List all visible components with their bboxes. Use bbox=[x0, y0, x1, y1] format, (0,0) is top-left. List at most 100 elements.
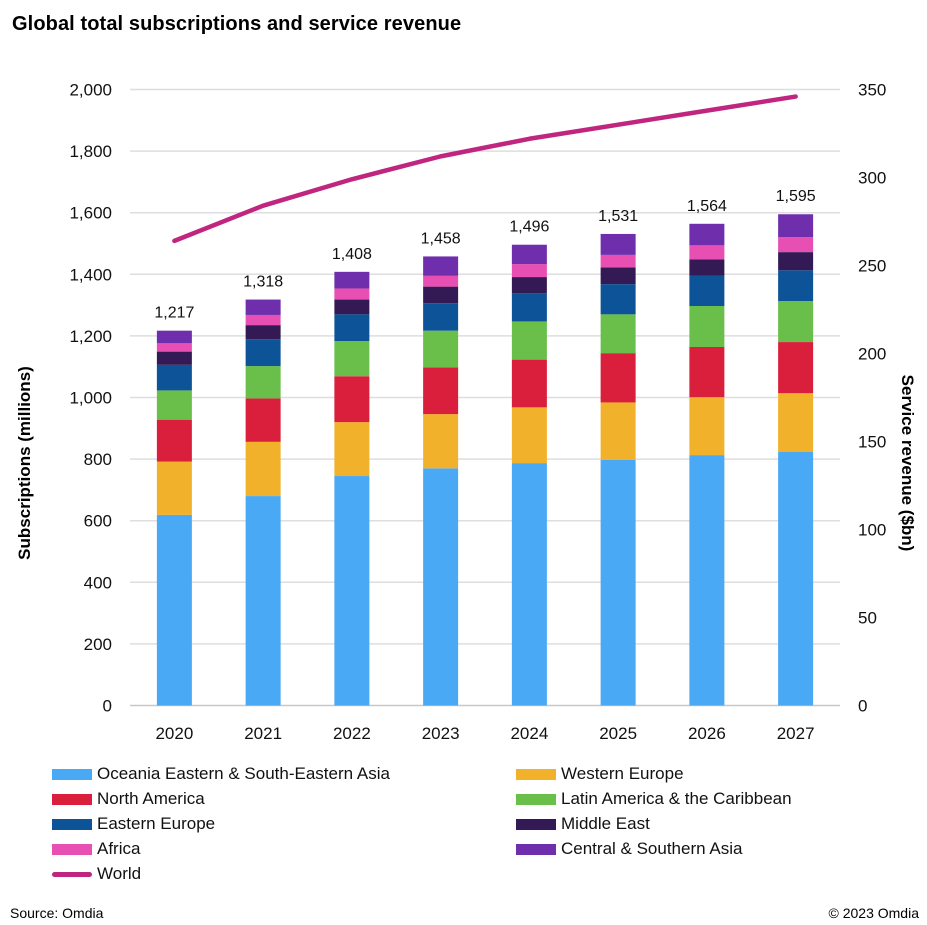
total-label: 1,217 bbox=[154, 305, 194, 322]
total-label: 1,531 bbox=[598, 208, 638, 225]
bar-segment bbox=[245, 398, 281, 442]
y-tick-left: 1,800 bbox=[69, 142, 112, 161]
y-tick-left: 1,400 bbox=[69, 265, 112, 284]
bar-segment bbox=[334, 476, 370, 706]
bar-segment bbox=[423, 256, 459, 276]
total-label: 1,496 bbox=[509, 219, 549, 236]
legend-swatch bbox=[516, 843, 556, 855]
y-tick-right: 250 bbox=[858, 257, 886, 276]
bar-stack-2021 bbox=[245, 299, 281, 706]
legend-label: Central & Southern Asia bbox=[561, 839, 743, 858]
legend-item: Africa bbox=[52, 839, 140, 859]
bar-segment bbox=[156, 390, 192, 420]
bar-segment bbox=[778, 237, 814, 253]
y-tick-right: 150 bbox=[858, 433, 886, 452]
bar-segment bbox=[334, 341, 370, 377]
bar-segment bbox=[778, 301, 814, 343]
legend-swatch bbox=[52, 793, 92, 805]
legend-item: Oceania Eastern & South-Eastern Asia bbox=[52, 764, 390, 784]
bar-segment bbox=[600, 254, 636, 268]
total-label: 1,595 bbox=[776, 188, 816, 205]
y-tick-left: 200 bbox=[84, 635, 112, 654]
legend-swatch bbox=[52, 768, 92, 780]
legend-item: Central & Southern Asia bbox=[516, 839, 742, 859]
y-tick-left: 600 bbox=[84, 512, 112, 531]
bar-segment bbox=[156, 351, 192, 365]
y-tick-left: 1,600 bbox=[69, 204, 112, 223]
bar-segment bbox=[334, 271, 370, 289]
legend-label: Middle East bbox=[561, 814, 650, 833]
bar-segment bbox=[156, 364, 192, 391]
total-label: 1,564 bbox=[687, 198, 727, 215]
x-tick: 2023 bbox=[422, 724, 460, 743]
legend-label: North America bbox=[97, 789, 205, 808]
bar-segment bbox=[245, 441, 281, 497]
bar-segment bbox=[423, 303, 459, 331]
bar-segment bbox=[511, 321, 547, 360]
y-tick-right: 200 bbox=[858, 345, 886, 364]
bar-segment bbox=[778, 393, 814, 453]
legend-item: North America bbox=[52, 789, 205, 809]
y-axis-left-title: Subscriptions (millions) bbox=[15, 366, 34, 560]
bar-stack-2023 bbox=[423, 256, 459, 706]
legend: Oceania Eastern & South-Eastern Asia West… bbox=[0, 760, 927, 890]
world-line-series bbox=[172, 94, 798, 244]
bar-segment bbox=[245, 314, 281, 326]
bar-segment bbox=[600, 284, 636, 315]
bar-segment bbox=[689, 397, 725, 456]
legend-swatch bbox=[52, 871, 92, 877]
bar-segment bbox=[423, 414, 459, 469]
bar-stack-2020 bbox=[156, 330, 192, 706]
chart-title: Global total subscriptions and service r… bbox=[12, 13, 462, 35]
total-label: 1,458 bbox=[421, 230, 461, 247]
bar-segment bbox=[423, 367, 459, 415]
legend-item: Middle East bbox=[516, 814, 650, 834]
y-tick-left: 400 bbox=[84, 573, 112, 592]
gridlines bbox=[130, 88, 840, 707]
bar-segment bbox=[156, 343, 192, 352]
legend-item: Western Europe bbox=[516, 764, 684, 784]
bar-segment bbox=[334, 288, 370, 300]
bar-segment bbox=[334, 422, 370, 477]
bar-segment bbox=[156, 514, 192, 706]
y-tick-left: 1,200 bbox=[69, 327, 112, 346]
bar-segment bbox=[778, 342, 814, 394]
bar-segment bbox=[511, 264, 547, 278]
bar-segment bbox=[511, 407, 547, 464]
bar-segment bbox=[600, 353, 636, 403]
bar-segment bbox=[689, 245, 725, 260]
y-tick-left: 0 bbox=[103, 697, 112, 716]
bar-segment bbox=[334, 299, 370, 315]
y-tick-right: 100 bbox=[858, 521, 886, 540]
stacked-bars bbox=[156, 214, 814, 706]
bar-segment bbox=[778, 214, 814, 238]
y-axis-left-ticks: 0 200 400 600 800 1,000 1,200 1,400 1,600 1,800 2,… bbox=[69, 81, 112, 716]
legend-label: Latin America & the Caribbean bbox=[561, 789, 792, 808]
bar-segment bbox=[156, 330, 192, 344]
legend-swatch bbox=[516, 818, 556, 830]
x-tick: 2027 bbox=[777, 724, 815, 743]
chart-plot: 1,217 1,318 1,408 1,458 1,496 1,531 1,564 1,595… bbox=[15, 81, 917, 744]
x-tick: 2025 bbox=[599, 724, 637, 743]
bar-segment bbox=[689, 346, 725, 398]
bar-segment bbox=[689, 455, 725, 706]
world-line bbox=[172, 94, 798, 244]
bar-segment bbox=[245, 325, 281, 340]
bar-segment bbox=[778, 252, 814, 271]
bar-segment bbox=[778, 270, 814, 302]
bar-segment bbox=[423, 275, 459, 287]
legend-label: Africa bbox=[97, 839, 141, 858]
legend-label: Eastern Europe bbox=[97, 814, 216, 833]
bar-stack-2022 bbox=[334, 271, 370, 706]
bar-segment bbox=[511, 359, 547, 408]
legend-label: Western Europe bbox=[561, 764, 684, 783]
bar-segment bbox=[689, 275, 725, 307]
bar-stack-2024 bbox=[511, 244, 547, 706]
legend-item: Eastern Europe bbox=[52, 814, 215, 834]
x-tick: 2022 bbox=[333, 724, 371, 743]
legend-swatch bbox=[516, 768, 556, 780]
bar-stack-2027 bbox=[778, 214, 814, 706]
bar-segment bbox=[778, 452, 814, 706]
bar-stack-2025 bbox=[600, 233, 636, 706]
bar-segment bbox=[689, 259, 725, 276]
